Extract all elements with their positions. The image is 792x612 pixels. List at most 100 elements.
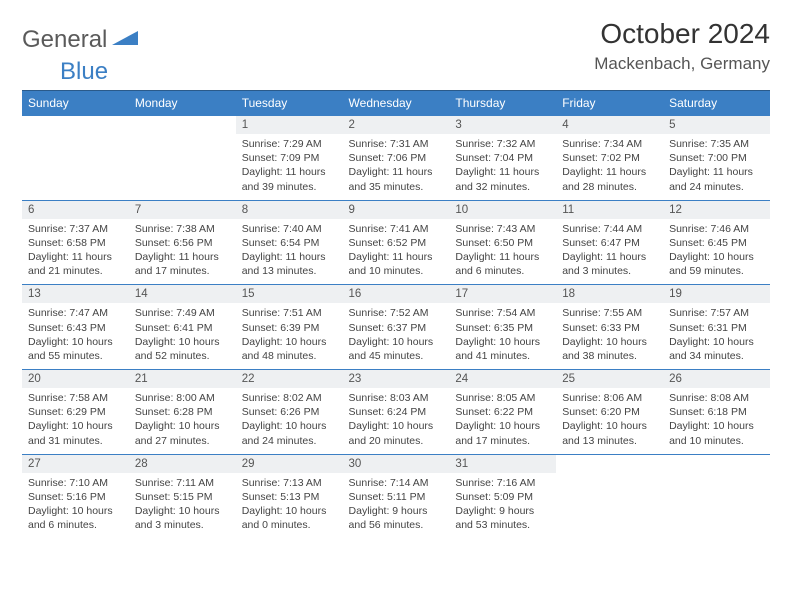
sunset-line: Sunset: 6:54 PM	[242, 236, 337, 250]
daylight-line: Daylight: 11 hours and 21 minutes.	[28, 250, 123, 278]
sunrise-line: Sunrise: 7:37 AM	[28, 222, 123, 236]
sunset-line: Sunset: 6:18 PM	[669, 405, 764, 419]
day-content-cell: Sunrise: 8:08 AMSunset: 6:18 PMDaylight:…	[663, 388, 770, 454]
day-number-cell: 10	[449, 200, 556, 219]
day-number-cell	[129, 116, 236, 135]
day-content-cell: Sunrise: 7:37 AMSunset: 6:58 PMDaylight:…	[22, 219, 129, 285]
weekday-header: Friday	[556, 91, 663, 116]
sunset-line: Sunset: 6:45 PM	[669, 236, 764, 250]
day-content-cell: Sunrise: 8:06 AMSunset: 6:20 PMDaylight:…	[556, 388, 663, 454]
day-number-cell: 18	[556, 285, 663, 304]
month-title: October 2024	[594, 18, 770, 50]
day-number-cell: 30	[343, 454, 450, 473]
day-number-cell: 23	[343, 370, 450, 389]
sunset-line: Sunset: 6:26 PM	[242, 405, 337, 419]
logo-triangle-icon	[112, 29, 138, 52]
daylight-line: Daylight: 10 hours and 10 minutes.	[669, 419, 764, 447]
sunrise-line: Sunrise: 7:16 AM	[455, 476, 550, 490]
day-content-row: Sunrise: 7:29 AMSunset: 7:09 PMDaylight:…	[22, 134, 770, 200]
day-number-row: 12345	[22, 116, 770, 135]
sunrise-line: Sunrise: 7:41 AM	[349, 222, 444, 236]
sunset-line: Sunset: 5:13 PM	[242, 490, 337, 504]
day-content-cell: Sunrise: 7:29 AMSunset: 7:09 PMDaylight:…	[236, 134, 343, 200]
daylight-line: Daylight: 10 hours and 27 minutes.	[135, 419, 230, 447]
sunset-line: Sunset: 6:39 PM	[242, 321, 337, 335]
sunset-line: Sunset: 7:06 PM	[349, 151, 444, 165]
sunset-line: Sunset: 6:24 PM	[349, 405, 444, 419]
sunrise-line: Sunrise: 8:00 AM	[135, 391, 230, 405]
day-number-cell	[22, 116, 129, 135]
daylight-line: Daylight: 11 hours and 39 minutes.	[242, 165, 337, 193]
weekday-header: Monday	[129, 91, 236, 116]
weekday-header-row: SundayMondayTuesdayWednesdayThursdayFrid…	[22, 91, 770, 116]
sunrise-line: Sunrise: 7:54 AM	[455, 306, 550, 320]
sunrise-line: Sunrise: 7:38 AM	[135, 222, 230, 236]
daylight-line: Daylight: 10 hours and 24 minutes.	[242, 419, 337, 447]
day-number-cell: 22	[236, 370, 343, 389]
day-number-cell: 16	[343, 285, 450, 304]
day-number-cell: 13	[22, 285, 129, 304]
sunrise-line: Sunrise: 7:51 AM	[242, 306, 337, 320]
day-content-cell: Sunrise: 7:34 AMSunset: 7:02 PMDaylight:…	[556, 134, 663, 200]
day-number-cell: 6	[22, 200, 129, 219]
daylight-line: Daylight: 10 hours and 34 minutes.	[669, 335, 764, 363]
sunset-line: Sunset: 7:00 PM	[669, 151, 764, 165]
sunset-line: Sunset: 6:29 PM	[28, 405, 123, 419]
day-number-cell: 26	[663, 370, 770, 389]
sunset-line: Sunset: 6:50 PM	[455, 236, 550, 250]
daylight-line: Daylight: 11 hours and 6 minutes.	[455, 250, 550, 278]
day-content-cell: Sunrise: 7:49 AMSunset: 6:41 PMDaylight:…	[129, 303, 236, 369]
sunset-line: Sunset: 6:22 PM	[455, 405, 550, 419]
day-number-cell	[556, 454, 663, 473]
daylight-line: Daylight: 10 hours and 48 minutes.	[242, 335, 337, 363]
day-number-cell: 5	[663, 116, 770, 135]
sunset-line: Sunset: 6:33 PM	[562, 321, 657, 335]
day-content-row: Sunrise: 7:58 AMSunset: 6:29 PMDaylight:…	[22, 388, 770, 454]
sunset-line: Sunset: 6:31 PM	[669, 321, 764, 335]
sunset-line: Sunset: 6:20 PM	[562, 405, 657, 419]
day-content-cell: Sunrise: 7:16 AMSunset: 5:09 PMDaylight:…	[449, 473, 556, 539]
day-number-cell: 28	[129, 454, 236, 473]
day-content-cell: Sunrise: 7:35 AMSunset: 7:00 PMDaylight:…	[663, 134, 770, 200]
weekday-header: Thursday	[449, 91, 556, 116]
daylight-line: Daylight: 10 hours and 31 minutes.	[28, 419, 123, 447]
sunrise-line: Sunrise: 7:46 AM	[669, 222, 764, 236]
sunset-line: Sunset: 5:11 PM	[349, 490, 444, 504]
sunrise-line: Sunrise: 7:49 AM	[135, 306, 230, 320]
sunset-line: Sunset: 7:02 PM	[562, 151, 657, 165]
day-number-cell	[663, 454, 770, 473]
day-number-cell: 14	[129, 285, 236, 304]
day-content-cell	[556, 473, 663, 539]
sunrise-line: Sunrise: 7:10 AM	[28, 476, 123, 490]
daylight-line: Daylight: 10 hours and 55 minutes.	[28, 335, 123, 363]
daylight-line: Daylight: 11 hours and 24 minutes.	[669, 165, 764, 193]
day-number-row: 2728293031	[22, 454, 770, 473]
daylight-line: Daylight: 10 hours and 45 minutes.	[349, 335, 444, 363]
sunset-line: Sunset: 6:37 PM	[349, 321, 444, 335]
sunrise-line: Sunrise: 7:14 AM	[349, 476, 444, 490]
daylight-line: Daylight: 10 hours and 17 minutes.	[455, 419, 550, 447]
header: General October 2024 Mackenbach, Germany	[22, 18, 770, 74]
day-number-cell: 27	[22, 454, 129, 473]
day-content-row: Sunrise: 7:37 AMSunset: 6:58 PMDaylight:…	[22, 219, 770, 285]
day-number-cell: 20	[22, 370, 129, 389]
day-content-cell: Sunrise: 7:44 AMSunset: 6:47 PMDaylight:…	[556, 219, 663, 285]
day-content-cell: Sunrise: 7:11 AMSunset: 5:15 PMDaylight:…	[129, 473, 236, 539]
calendar-table: SundayMondayTuesdayWednesdayThursdayFrid…	[22, 90, 770, 538]
sunset-line: Sunset: 5:09 PM	[455, 490, 550, 504]
day-number-cell: 1	[236, 116, 343, 135]
day-content-cell: Sunrise: 7:38 AMSunset: 6:56 PMDaylight:…	[129, 219, 236, 285]
day-content-cell: Sunrise: 8:02 AMSunset: 6:26 PMDaylight:…	[236, 388, 343, 454]
daylight-line: Daylight: 10 hours and 59 minutes.	[669, 250, 764, 278]
day-number-cell: 19	[663, 285, 770, 304]
day-content-cell: Sunrise: 7:13 AMSunset: 5:13 PMDaylight:…	[236, 473, 343, 539]
day-number-cell: 24	[449, 370, 556, 389]
sunset-line: Sunset: 6:47 PM	[562, 236, 657, 250]
day-content-cell: Sunrise: 7:31 AMSunset: 7:06 PMDaylight:…	[343, 134, 450, 200]
day-number-cell: 21	[129, 370, 236, 389]
sunrise-line: Sunrise: 8:05 AM	[455, 391, 550, 405]
day-number-cell: 2	[343, 116, 450, 135]
daylight-line: Daylight: 9 hours and 56 minutes.	[349, 504, 444, 532]
day-number-cell: 31	[449, 454, 556, 473]
sunrise-line: Sunrise: 7:31 AM	[349, 137, 444, 151]
